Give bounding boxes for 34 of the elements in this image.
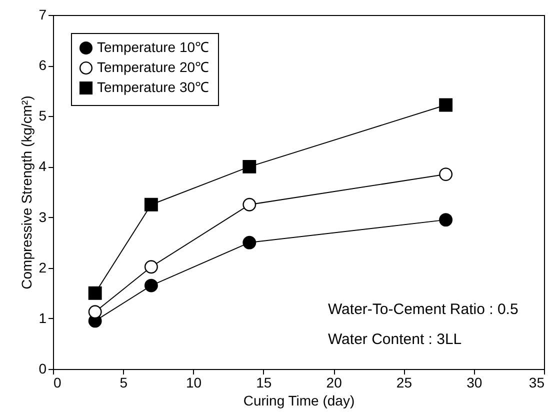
point	[144, 198, 158, 212]
point	[88, 286, 102, 300]
point	[439, 213, 453, 227]
y-axis-title: Compressive Strength (kg/cm²)	[18, 96, 35, 290]
point	[144, 278, 158, 292]
legend-label: Temperature 10℃	[97, 39, 210, 55]
x-axis-title: Curing Time (day)	[243, 392, 355, 408]
x-tick-label: 30	[466, 374, 482, 390]
point	[88, 305, 102, 319]
point	[144, 260, 158, 274]
y-tick-label: 2	[38, 259, 47, 276]
y-tick-label: 5	[38, 108, 47, 124]
point	[242, 236, 256, 250]
point	[439, 168, 453, 182]
x-tick-label: 0	[54, 374, 62, 390]
x-tick-label: 20	[326, 374, 342, 390]
annotation: Water Content : 3LL	[328, 330, 462, 348]
x-tick-label: 25	[396, 374, 412, 390]
y-tick-label: 0	[38, 360, 47, 376]
point	[439, 98, 453, 112]
x-tick-label: 15	[256, 374, 272, 390]
y-tick-label: 7	[38, 6, 47, 22]
point	[242, 198, 256, 212]
x-tick-label: 10	[186, 374, 202, 390]
x-tick-label: 35	[528, 374, 545, 390]
legend-label: Temperature 20℃	[97, 59, 210, 75]
x-tick-label: 5	[120, 374, 128, 390]
legend-label: Temperature 30℃	[97, 79, 210, 95]
annotation: Water-To-Cement Ratio : 0.5	[328, 300, 518, 318]
y-tick-label: 3	[38, 208, 47, 225]
point	[242, 160, 256, 174]
y-tick-label: 1	[38, 310, 47, 326]
y-tick-label: 6	[38, 57, 47, 74]
y-tick-label: 4	[38, 158, 47, 174]
